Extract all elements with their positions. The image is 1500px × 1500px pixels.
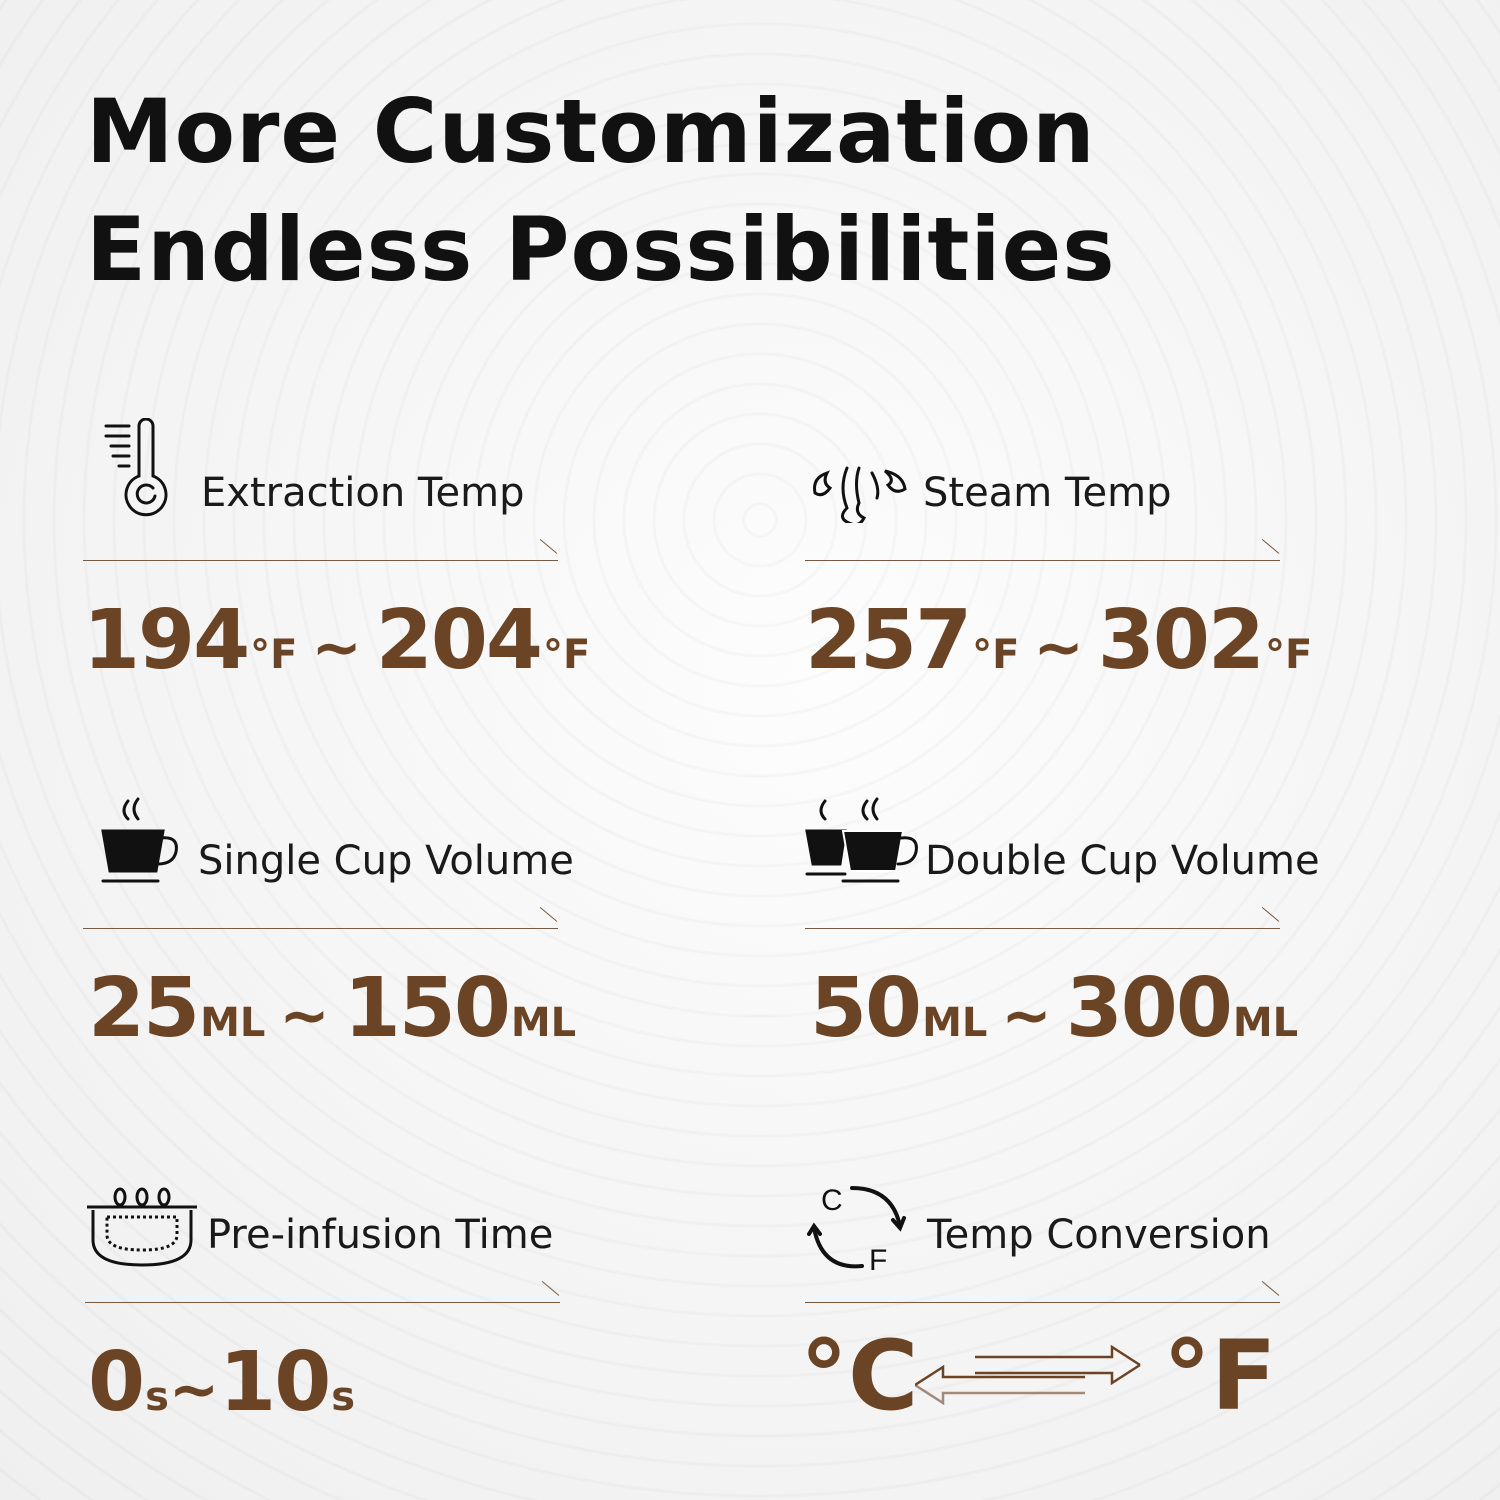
divider-line: [805, 928, 1280, 929]
divider-arrow-tick: [1261, 538, 1280, 554]
svg-text:F: F: [869, 1244, 887, 1275]
range-separator: ~: [1033, 613, 1084, 683]
feature-single-cup-volume: Single Cup Volume 25ML ~150ML: [83, 786, 576, 1086]
value-number: 150: [343, 961, 511, 1056]
value-unit: °F: [1264, 632, 1313, 678]
temp-conversion-icon: C F: [807, 1184, 906, 1275]
feature-value: 257°F ~302°F: [805, 600, 1312, 682]
value-number: 204: [375, 593, 543, 688]
feature-value: 50ML ~300ML: [810, 968, 1298, 1050]
feature-label: Steam Temp: [923, 470, 1172, 516]
bidirectional-arrow-icon: [915, 1345, 1141, 1405]
range-separator: ~: [279, 981, 330, 1051]
single-cup-icon: [101, 797, 178, 883]
divider-arrow-tick: [1261, 1280, 1280, 1296]
divider-line: [83, 928, 558, 929]
divider-line: [805, 560, 1280, 561]
title-line-2: Endless Possibilities: [86, 198, 1116, 301]
unit-from: °C: [800, 1320, 919, 1432]
divider-arrow-tick: [539, 906, 558, 922]
value-number: 300: [1065, 961, 1233, 1056]
divider-line: [83, 560, 558, 561]
value-unit: °F: [972, 632, 1020, 678]
feature-value: 194°F ~204°F: [83, 600, 590, 682]
double-cup-icon: [805, 797, 918, 883]
thermometer-icon: [104, 418, 168, 517]
feature-label: Pre-infusion Time: [207, 1212, 554, 1258]
value-unit: ML: [200, 1000, 266, 1046]
feature-temp-conversion: C F Temp Conversion °C °F: [800, 1160, 1285, 1460]
feature-extraction-temp: Extraction Temp 194°F ~204°F: [83, 418, 590, 718]
feature-steam-temp: Steam Temp 257°F ~302°F: [805, 418, 1312, 718]
value-number: 194: [83, 593, 250, 688]
value-unit: s: [145, 1374, 169, 1420]
svg-text:C: C: [821, 1184, 843, 1217]
feature-label: Temp Conversion: [927, 1212, 1271, 1258]
value-number: 50: [810, 961, 922, 1056]
unit-to: °F: [1163, 1320, 1277, 1432]
value-unit: ML: [1232, 1000, 1299, 1046]
value-unit: °F: [542, 632, 591, 678]
divider-line: [85, 1302, 560, 1303]
range-separator: ~: [168, 1355, 220, 1425]
value-number: 302: [1097, 593, 1265, 688]
feature-label: Extraction Temp: [201, 470, 525, 516]
value-unit: °F: [250, 632, 298, 678]
feature-label: Single Cup Volume: [198, 838, 574, 884]
value-number: 257: [805, 593, 972, 688]
feature-value: 0s~10s: [88, 1342, 355, 1424]
divider-line: [805, 1302, 1280, 1303]
range-separator: ~: [1001, 981, 1052, 1051]
value-unit: ML: [510, 1000, 577, 1046]
feature-label: Double Cup Volume: [925, 838, 1320, 884]
divider-arrow-tick: [539, 538, 558, 554]
feature-pre-infusion-time: Pre-infusion Time 0s~10s: [85, 1160, 565, 1460]
value-unit: ML: [922, 1000, 988, 1046]
value-unit: s: [331, 1374, 356, 1420]
feature-double-cup-volume: Double Cup Volume 50ML ~300ML: [805, 786, 1320, 1086]
pre-infusion-icon: [87, 1187, 197, 1267]
value-number: 0: [88, 1335, 145, 1430]
range-separator: ~: [311, 613, 362, 683]
divider-arrow-tick: [541, 1280, 560, 1296]
value-number: 25: [88, 961, 200, 1056]
divider-arrow-tick: [1261, 906, 1280, 922]
feature-value: 25ML ~150ML: [88, 968, 576, 1050]
steam-icon: [813, 466, 907, 523]
value-number: 10: [219, 1335, 331, 1430]
title-line-1: More Customization: [86, 80, 1096, 183]
